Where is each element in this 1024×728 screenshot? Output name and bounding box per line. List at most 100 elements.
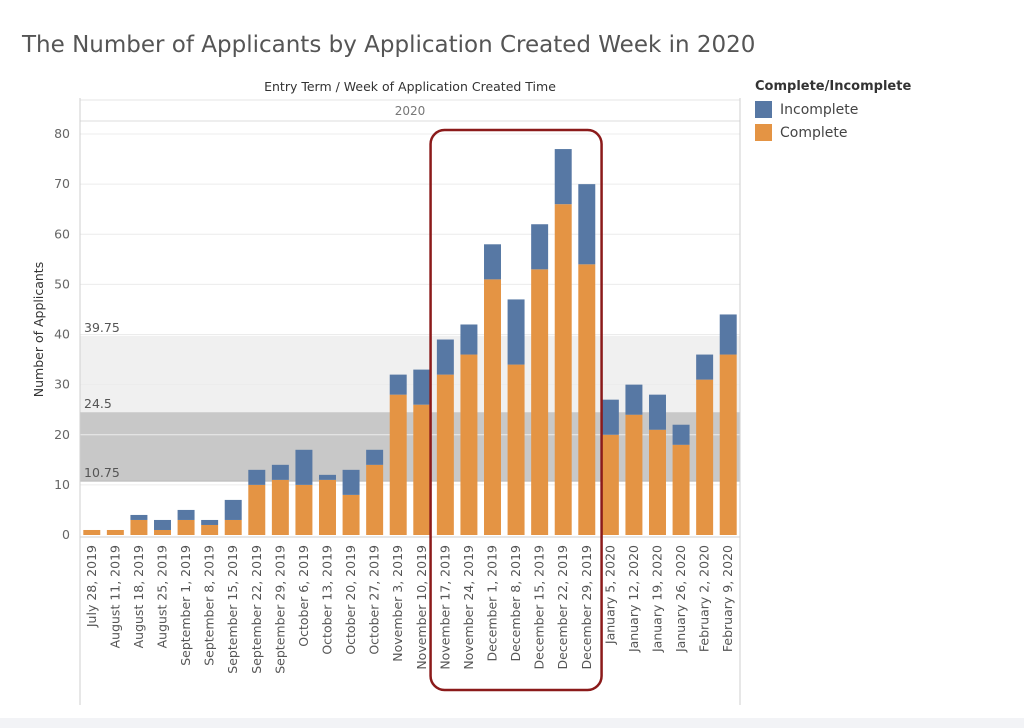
x-tick-label-21: December 29, 2019	[579, 545, 594, 670]
bar-complete-0	[83, 529, 101, 535]
bar-complete-18	[507, 364, 525, 535]
bar-incomplete-13	[389, 374, 407, 395]
bar-complete-25	[672, 444, 690, 535]
x-tick-label-27: February 9, 2020	[720, 545, 735, 652]
bar-incomplete-16	[460, 324, 478, 355]
legend: Complete/Incomplete Incomplete Complete	[755, 79, 911, 144]
legend-item-incomplete[interactable]: Incomplete	[755, 98, 911, 121]
x-tick-label-0: July 28, 2019	[84, 545, 99, 628]
bar-incomplete-7	[248, 469, 266, 485]
bar-complete-11	[342, 494, 360, 535]
x-tick-label-8: September 29, 2019	[272, 545, 287, 674]
bar-incomplete-17	[484, 244, 501, 280]
y-tick-label-40: 40	[54, 327, 70, 342]
bar-complete-17	[484, 279, 501, 535]
bar-complete-26	[696, 379, 714, 535]
bar-complete-19	[531, 269, 549, 535]
bar-incomplete-18	[507, 299, 525, 365]
bar-complete-3	[154, 529, 171, 535]
x-tick-label-17: December 1, 2019	[485, 545, 500, 662]
bar-complete-14	[413, 404, 431, 535]
bar-incomplete-12	[366, 449, 384, 465]
x-tick-label-20: December 22, 2019	[555, 545, 570, 670]
bar-incomplete-9	[295, 449, 313, 485]
x-tick-label-10: October 13, 2019	[320, 545, 335, 655]
x-tick-label-5: September 8, 2019	[202, 545, 217, 666]
bar-incomplete-6	[224, 499, 242, 520]
reference-band-label-0: 39.75	[84, 320, 120, 335]
legend-swatch-complete	[755, 124, 772, 141]
x-tick-label-15: November 17, 2019	[437, 545, 452, 670]
x-tick-label-9: October 6, 2019	[296, 545, 311, 647]
bar-incomplete-11	[342, 469, 360, 495]
bar-incomplete-15	[436, 339, 454, 375]
x-tick-label-14: November 10, 2019	[414, 545, 429, 670]
x-tick-label-24: January 19, 2020	[650, 545, 665, 653]
column-header: Entry Term / Week of Application Created…	[264, 79, 556, 94]
legend-item-complete[interactable]: Complete	[755, 121, 911, 144]
bar-complete-6	[224, 519, 242, 535]
legend-label-incomplete: Incomplete	[780, 101, 859, 118]
x-tick-label-23: January 12, 2020	[626, 545, 641, 653]
y-axis-label: Number of Applicants	[31, 262, 46, 397]
x-tick-label-7: September 22, 2019	[249, 545, 264, 674]
x-tick-label-13: November 3, 2019	[390, 545, 405, 662]
bar-incomplete-4	[177, 509, 195, 520]
y-tick-label-20: 20	[54, 427, 70, 442]
y-tick-label-70: 70	[54, 176, 70, 191]
bar-incomplete-25	[672, 424, 690, 445]
footer-bar	[0, 718, 1024, 728]
bar-complete-24	[649, 429, 666, 535]
y-tick-label-80: 80	[54, 126, 70, 141]
x-tick-label-22: January 5, 2020	[602, 545, 617, 645]
bar-complete-1	[106, 529, 124, 535]
x-tick-label-18: December 8, 2019	[508, 545, 523, 662]
legend-swatch-incomplete	[755, 101, 772, 118]
bar-complete-12	[366, 464, 384, 535]
y-tick-label-50: 50	[54, 276, 70, 291]
bar-incomplete-8	[271, 464, 289, 480]
reference-line-label-0: 10.75	[84, 465, 120, 480]
x-tick-label-3: August 25, 2019	[155, 545, 170, 648]
bar-incomplete-22	[601, 399, 619, 435]
bar-incomplete-10	[319, 474, 336, 480]
x-tick-label-1: August 11, 2019	[107, 545, 122, 648]
bar-complete-15	[436, 374, 454, 535]
reference-band-label-1: 24.5	[84, 396, 112, 411]
bar-incomplete-19	[531, 224, 549, 270]
x-tick-label-19: December 15, 2019	[532, 545, 547, 670]
bar-complete-27	[719, 354, 737, 535]
bar-complete-21	[578, 264, 596, 535]
y-tick-label-60: 60	[54, 226, 70, 241]
bar-incomplete-26	[696, 354, 714, 380]
bar-incomplete-21	[578, 184, 596, 265]
bar-complete-22	[601, 434, 619, 535]
y-tick-label-30: 30	[54, 377, 70, 392]
x-tick-label-4: September 1, 2019	[178, 545, 193, 666]
x-tick-label-2: August 18, 2019	[131, 545, 146, 648]
bar-incomplete-23	[625, 384, 643, 415]
x-tick-label-26: February 2, 2020	[697, 545, 712, 652]
y-tick-label-10: 10	[54, 477, 70, 492]
x-tick-label-16: November 24, 2019	[461, 545, 476, 670]
bar-complete-5	[201, 524, 219, 535]
panel-label: 2020	[395, 104, 426, 118]
x-tick-label-6: September 15, 2019	[225, 545, 240, 674]
bar-complete-8	[271, 479, 289, 535]
bar-incomplete-27	[719, 314, 737, 355]
x-tick-label-12: October 27, 2019	[367, 545, 382, 655]
highlight-box	[429, 128, 603, 692]
bar-complete-23	[625, 414, 643, 535]
bar-incomplete-5	[201, 519, 219, 525]
x-tick-label-11: October 20, 2019	[343, 545, 358, 655]
bar-complete-10	[319, 479, 336, 535]
bar-complete-4	[177, 519, 195, 535]
bar-incomplete-2	[130, 514, 148, 520]
bar-incomplete-20	[554, 149, 572, 205]
bar-complete-16	[460, 354, 478, 535]
y-tick-label-0: 0	[62, 527, 70, 542]
bar-incomplete-3	[154, 519, 171, 530]
bar-incomplete-14	[413, 369, 431, 405]
chart-title: The Number of Applicants by Application …	[22, 32, 756, 58]
